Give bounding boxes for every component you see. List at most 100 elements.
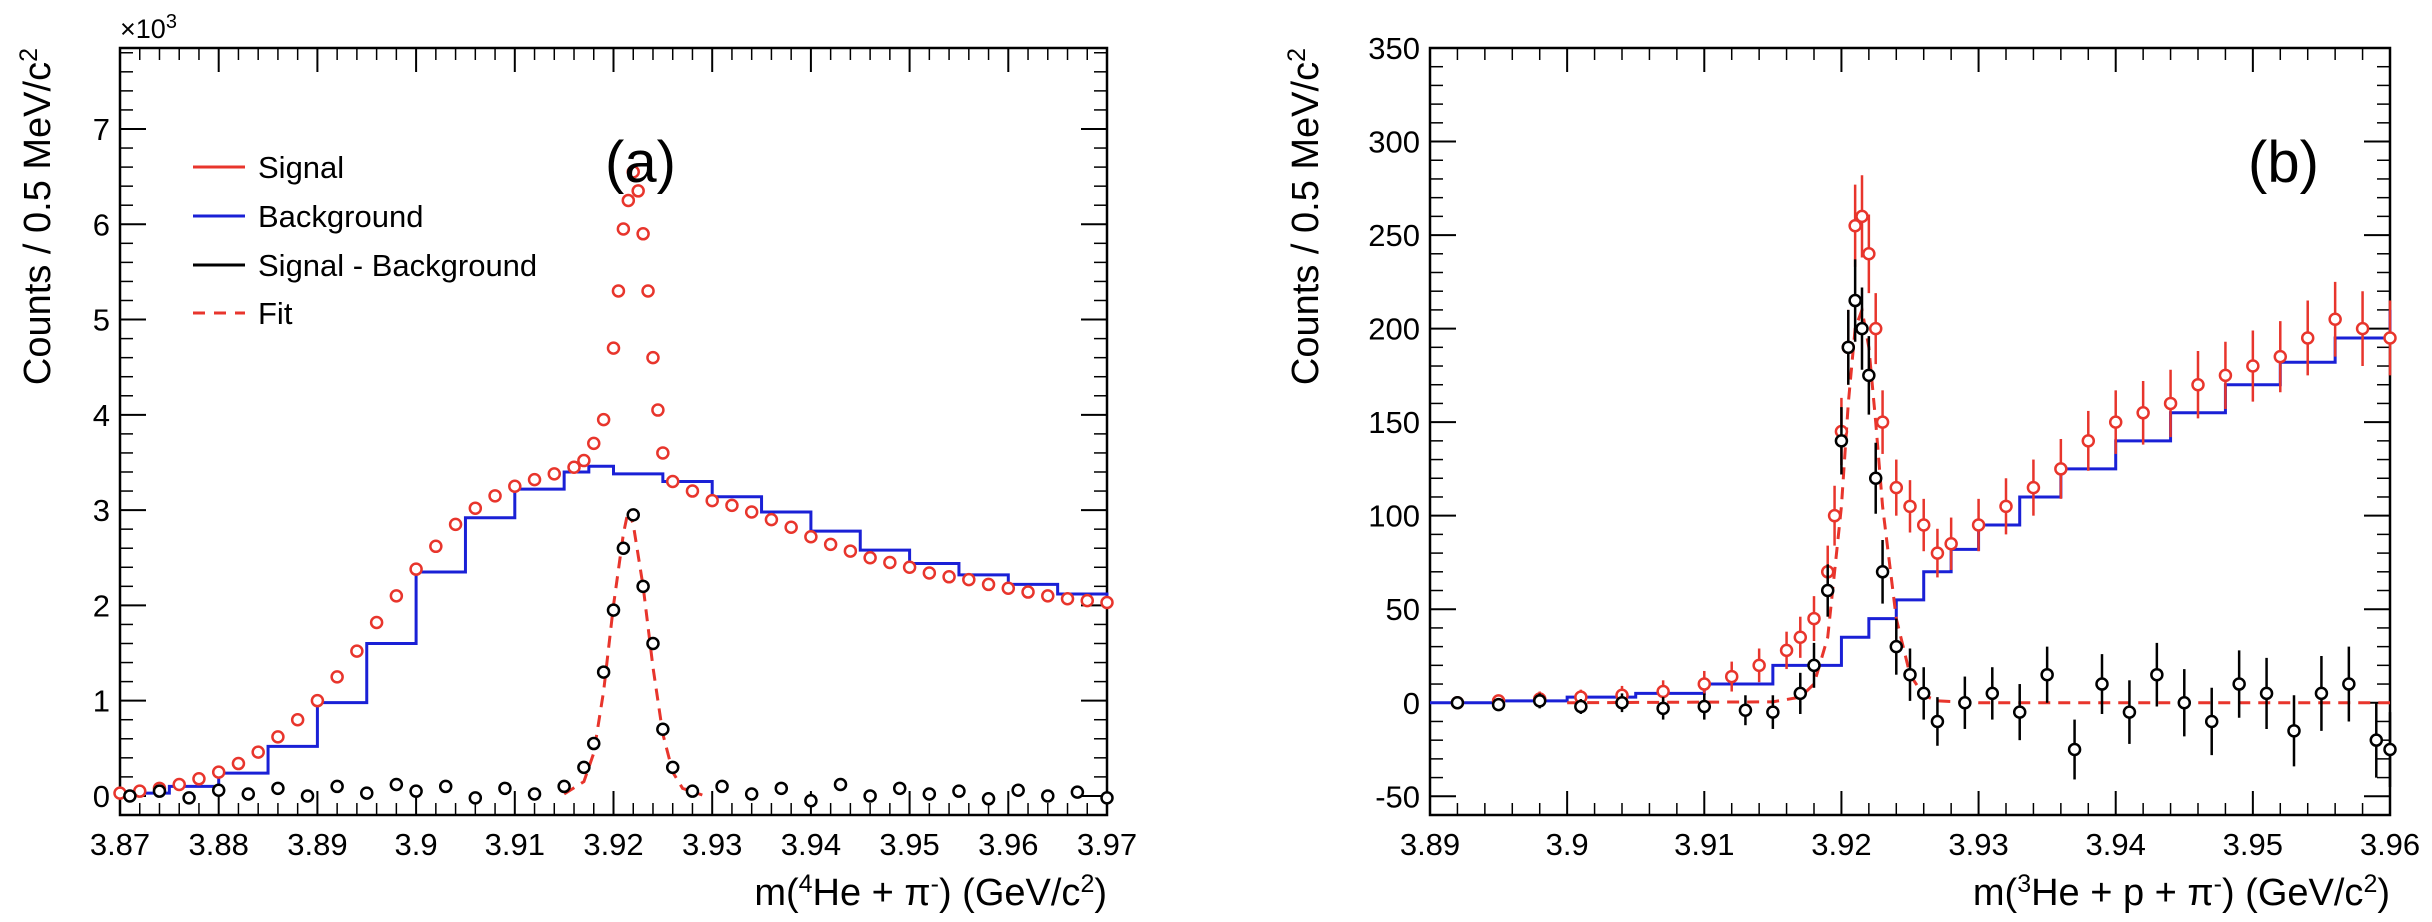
data-point-signal-background xyxy=(182,791,196,805)
x-tick-label: 3.88 xyxy=(189,827,249,862)
data-point-signal-background xyxy=(1903,648,1917,701)
data-point-signal-background xyxy=(2369,702,2384,778)
y-tick-label: 0 xyxy=(1403,686,1420,721)
data-point-signal xyxy=(1656,680,1670,703)
data-point-signal xyxy=(2218,341,2233,410)
data-point-signal xyxy=(1060,591,1075,606)
y-tick-label: 300 xyxy=(1368,125,1420,160)
data-point-signal xyxy=(725,498,739,513)
y-tick-label: 2 xyxy=(93,588,110,623)
data-point-signal-background xyxy=(922,787,937,801)
axis-ticks-a: 3.87 3.88 3.89 3.9 3.91 3.92 3.93 3.94 3.95 3.96 3… xyxy=(90,48,1137,862)
data-point-signal xyxy=(883,555,897,570)
data-point-signal xyxy=(784,520,798,535)
data-point-signal xyxy=(271,730,285,744)
x-tick-label: 3.9 xyxy=(1546,827,1589,862)
data-point-signal-background xyxy=(863,789,877,803)
data-point-signal-background xyxy=(1574,699,1588,714)
data-point-signal-background xyxy=(2342,646,2356,722)
data-point-signal-background xyxy=(2314,655,2329,731)
y-tick-label: -50 xyxy=(1375,779,1420,814)
data-point-signal-background xyxy=(833,777,848,792)
y-tick-label: 250 xyxy=(1368,218,1420,253)
data-point-signal-background xyxy=(498,781,512,796)
data-point-signal xyxy=(685,484,700,498)
data-point-signal xyxy=(369,615,384,630)
plot-frame-b xyxy=(1428,46,2392,817)
data-point-signal xyxy=(1041,589,1055,603)
data-point-signal xyxy=(310,693,325,708)
data-marks-a xyxy=(113,165,1114,808)
data-point-signal-background xyxy=(2095,654,2109,714)
data-point-signal-background xyxy=(774,781,789,796)
series-line-background xyxy=(120,464,1109,795)
data-point-signal-background xyxy=(577,760,591,775)
legend-label-background: Background xyxy=(258,199,423,234)
data-point-signal-background xyxy=(152,784,167,798)
data-point-signal-background xyxy=(1916,667,1931,720)
data-point-signal xyxy=(1971,498,1986,552)
data-point-signal xyxy=(665,474,680,489)
data-point-signal xyxy=(981,577,996,592)
data-point-signal-background xyxy=(1889,618,1904,675)
data-point-signal xyxy=(1021,585,1035,599)
y-tick-label: 6 xyxy=(93,207,110,242)
data-point-signal xyxy=(2300,300,2315,376)
data-point-signal-background xyxy=(1834,407,1849,475)
data-point-signal xyxy=(2355,291,2370,367)
x-tick-label: 3.94 xyxy=(2086,827,2146,862)
data-point-signal-background xyxy=(646,636,660,651)
y-axis-title-b: Counts / 0.5 MeV/c2 xyxy=(1283,48,1327,385)
data-point-signal-background xyxy=(656,722,670,736)
data-point-signal xyxy=(1793,616,1808,658)
data-point-signal-background xyxy=(2287,695,2301,767)
y-tick-label: 200 xyxy=(1368,312,1420,347)
data-point-signal xyxy=(1862,214,1876,294)
y-tick-label: 50 xyxy=(1386,592,1420,627)
data-point-signal-background xyxy=(1011,783,1025,797)
data-point-signal xyxy=(330,670,344,684)
data-point-signal xyxy=(1752,648,1766,683)
x-tick-label: 3.92 xyxy=(1811,827,1871,862)
data-point-signal xyxy=(1807,596,1821,642)
panel-label-a: (a) xyxy=(605,130,676,195)
data-point-signal-background xyxy=(1450,696,1465,710)
x-tick-label: 3.91 xyxy=(485,827,545,862)
data-point-signal xyxy=(192,772,206,786)
axis-ticks-b: 3.89 3.9 3.91 3.92 3.93 3.94 3.95 3.96 -50 0 50 100… xyxy=(1368,31,2420,862)
data-point-signal-background xyxy=(360,786,374,800)
data-point-signal-background xyxy=(2040,646,2054,703)
data-point-signal xyxy=(1903,480,1917,533)
y-tick-label: 3 xyxy=(93,493,110,528)
chart-panel-a: 3.87 3.88 3.89 3.9 3.91 3.92 3.93 3.94 3.95 3.96 3… xyxy=(15,11,1137,914)
data-point-signal-background xyxy=(389,777,404,792)
legend-label-fit: Fit xyxy=(258,296,293,331)
data-point-signal xyxy=(587,436,601,451)
legend-a: Signal Background Signal - Background Fi… xyxy=(193,150,537,331)
data-point-signal-background xyxy=(2150,642,2164,707)
y-tick-label: 5 xyxy=(93,303,110,338)
x-tick-label: 3.96 xyxy=(2360,827,2420,862)
x-tick-label: 3.94 xyxy=(781,827,841,862)
x-tick-label: 3.93 xyxy=(1948,827,2008,862)
data-point-signal xyxy=(1827,485,1842,546)
data-point-signal-background xyxy=(892,781,907,796)
data-point-signal xyxy=(251,745,265,759)
chart-panel-b: 3.89 3.9 3.91 3.92 3.93 3.94 3.95 3.96 -50 0 50 100… xyxy=(1283,31,2420,914)
data-point-signal-background xyxy=(1985,667,2000,720)
data-point-signal xyxy=(764,512,779,527)
data-point-signal xyxy=(1999,478,2013,535)
data-point-signal xyxy=(350,644,364,658)
data-point-signal xyxy=(567,460,581,474)
data-point-signal xyxy=(1855,175,1869,258)
y-tick-label: 4 xyxy=(93,398,110,433)
data-point-signal xyxy=(488,489,502,503)
data-point-signal-background xyxy=(685,784,700,798)
data-point-signal-background xyxy=(1656,697,1670,720)
data-point-signal-background xyxy=(804,793,818,808)
data-point-signal-background xyxy=(2067,719,2082,780)
data-point-signal xyxy=(962,572,976,587)
data-point-signal xyxy=(1889,459,1904,516)
data-point-signal-background xyxy=(241,787,256,801)
